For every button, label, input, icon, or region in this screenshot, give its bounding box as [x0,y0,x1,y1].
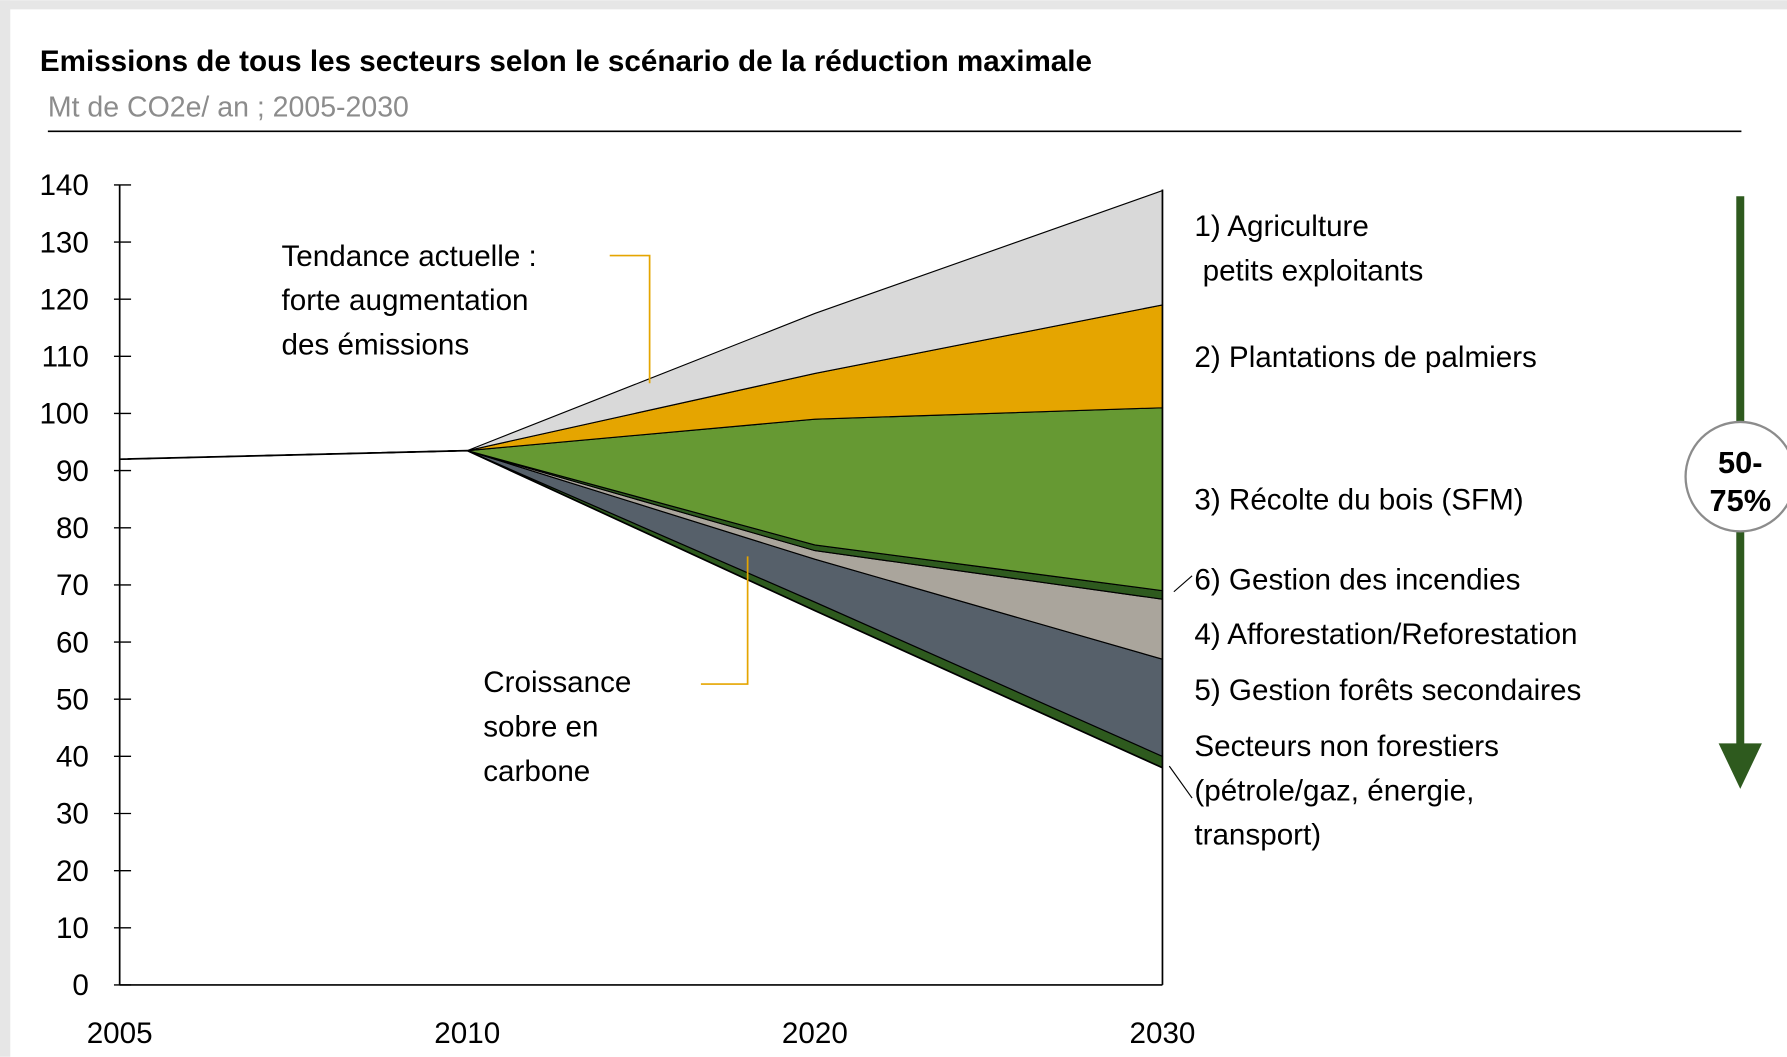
legend-label: 5) Gestion forêts secondaires [1194,674,1581,707]
legend-label: 6) Gestion des incendies [1194,563,1520,596]
legend-label: Secteurs non forestiers (pétrole/gaz, éne… [1194,730,1499,852]
y-tick-label: 20 [56,855,89,888]
y-tick-label: 30 [56,798,89,831]
chart-title: Emissions de tous les secteurs selon le … [40,45,1092,78]
legend-label: 4) Afforestation/Reforestation [1194,618,1577,651]
x-tick-label: 2010 [434,1017,500,1050]
frame-left [0,0,11,1057]
y-tick-label: 90 [56,455,89,488]
y-tick-label: 80 [56,512,89,545]
legend-label: 1) Agriculture petits exploitants [1194,210,1423,287]
annotation-connector [700,556,749,685]
annotation: Croissance sobre en carbone [483,666,631,788]
y-tick-label: 0 [72,969,88,1002]
y-tick-label: 60 [56,626,89,659]
legend-label: 2) Plantations de palmiers [1194,341,1537,374]
leader-line [1168,765,1193,799]
chart-subtitle: Mt de CO2e/ an ; 2005-2030 [48,92,409,124]
y-tick-label: 110 [42,341,89,374]
y-tick-label: 50 [56,683,89,716]
base-line [119,449,1163,769]
y-tick-label: 100 [39,398,88,431]
annotation: Tendance actuelle : forte augmentation des… [281,240,536,362]
y-tick-label: 40 [56,741,89,774]
y-tick-label: 130 [39,226,88,259]
y-tick-label: 140 [39,169,88,202]
y-tick-label: 10 [56,912,89,945]
x-tick-label: 2020 [782,1017,848,1050]
x-tick-label: 2030 [1130,1017,1196,1050]
reduction-arrow-head [1718,743,1762,789]
reduction-badge [1684,420,1787,533]
x-tick-label: 2005 [87,1017,153,1050]
y-tick-label: 120 [39,283,88,316]
frame-top [0,0,1787,10]
leader-line [1173,575,1193,593]
annotation-connector [609,254,651,384]
legend-label: 3) Récolte du bois (SFM) [1194,484,1523,517]
reduction-label: 50-75% [1709,445,1771,518]
y-tick-label: 70 [56,569,89,602]
